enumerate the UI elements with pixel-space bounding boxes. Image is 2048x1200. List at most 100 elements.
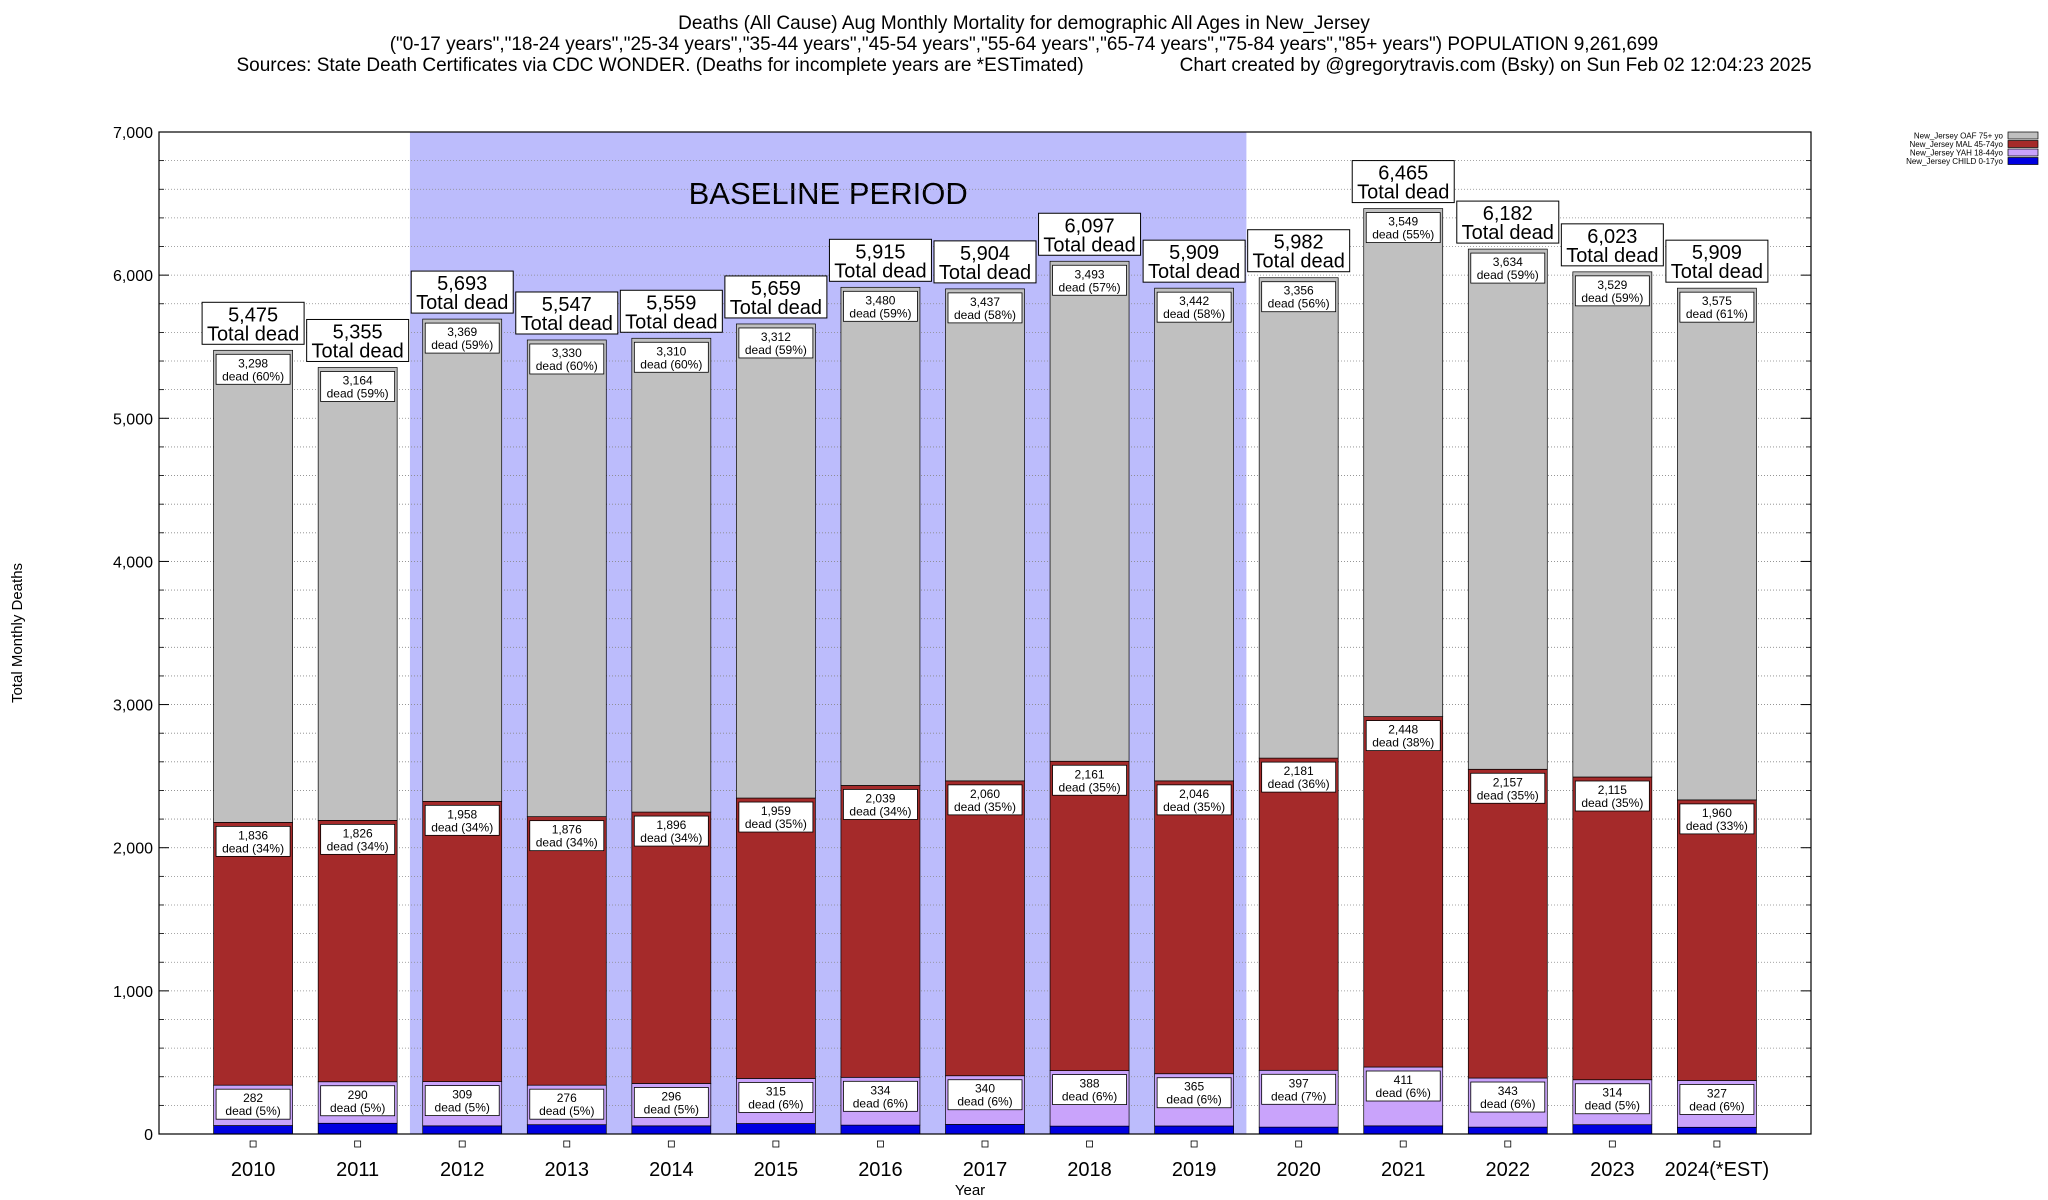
baseline-period-label: BASELINE PERIOD <box>689 176 968 211</box>
segment-label-box <box>1052 1074 1127 1105</box>
segment-pct-label: dead (6%) <box>1062 1090 1117 1104</box>
x-tick-label: 2010 <box>231 1159 276 1181</box>
total-label-box <box>1351 160 1455 204</box>
total-suffix-label: Total dead <box>1462 222 1554 244</box>
total-value-label: 5,904 <box>960 243 1010 265</box>
segment-value-label: 3,164 <box>343 373 373 387</box>
bar-segment <box>1154 1125 1234 1135</box>
bar-segment <box>1258 757 1339 1071</box>
segment-pct-label: dead (58%) <box>1163 307 1225 321</box>
segment-pct-label: dead (35%) <box>1059 780 1121 794</box>
segment-pct-label: dead (59%) <box>327 386 389 400</box>
segment-pct-label: dead (6%) <box>853 1096 908 1110</box>
segment-pct-label: dead (34%) <box>640 831 702 845</box>
x-tick-label: 2023 <box>1590 1159 1635 1181</box>
segment-value-label: 1,896 <box>656 818 686 832</box>
y-tick-label: 6,000 <box>113 268 153 285</box>
segment-value-label: 340 <box>975 1082 995 1096</box>
segment-pct-label: dead (56%) <box>1268 297 1330 311</box>
segment-value-label: 334 <box>870 1083 890 1097</box>
x-tick-marker <box>458 1140 466 1148</box>
bar-segment <box>1049 260 1130 762</box>
segment-label-box <box>215 825 291 857</box>
x-tick-marker <box>1190 1140 1198 1148</box>
x-tick-marker <box>877 1140 884 1148</box>
total-suffix-label: Total dead <box>1253 251 1345 273</box>
segment-pct-label: dead (35%) <box>1581 796 1643 810</box>
segment-label-box <box>738 1082 814 1113</box>
bar-segment <box>840 286 921 786</box>
segment-label-box <box>1052 764 1127 796</box>
segment-value-label: 282 <box>243 1091 263 1105</box>
segment-value-label: 3,480 <box>865 293 895 307</box>
segment-value-label: 2,115 <box>1598 783 1627 797</box>
x-tick-label: 2024(*EST) <box>1665 1159 1770 1181</box>
segment-pct-label: dead (34%) <box>327 839 389 853</box>
segment-value-label: 3,549 <box>1388 215 1418 229</box>
segment-label-box <box>424 1085 500 1117</box>
x-tick-marker <box>563 1140 571 1148</box>
segment-label-box <box>738 801 814 833</box>
total-value-label: 5,559 <box>646 292 696 314</box>
segment-pct-label: dead (6%) <box>1480 1097 1535 1111</box>
segment-pct-label: dead (59%) <box>1581 291 1643 305</box>
segment-label-box <box>1679 291 1755 323</box>
total-value-label: 5,659 <box>751 278 801 300</box>
bar-segment <box>526 339 607 818</box>
legend-entry-label: New_Jersey OAF 75+ yo <box>1914 132 2004 141</box>
credit-text: Chart created by @gregorytravis.com (Bsk… <box>1179 55 1812 76</box>
y-tick-label: 3,000 <box>113 698 153 715</box>
x-tick-marker <box>1608 1140 1616 1148</box>
segment-pct-label: dead (33%) <box>1686 819 1748 833</box>
segment-label-box <box>215 353 291 385</box>
segment-label-box <box>633 815 709 847</box>
x-tick-marker <box>1504 1140 1512 1148</box>
segment-pct-label: dead (59%) <box>849 306 911 320</box>
total-suffix-label: Total dead <box>416 292 508 314</box>
total-label-box <box>306 318 410 362</box>
segment-value-label: 327 <box>1707 1086 1727 1100</box>
y-axis-label: Total Monthly Deaths <box>9 563 26 703</box>
segment-value-label: 2,161 <box>1075 767 1105 781</box>
y-tick-label: 2,000 <box>113 841 153 858</box>
segment-pct-label: dead (59%) <box>431 338 493 352</box>
y-tick-label: 0 <box>144 1127 153 1144</box>
total-value-label: 6,097 <box>1065 215 1115 237</box>
total-value-label: 5,909 <box>1692 242 1742 264</box>
bar-segment <box>631 811 712 1084</box>
segment-value-label: 1,959 <box>761 804 791 818</box>
y-tick-label: 7,000 <box>113 125 153 142</box>
x-tick-label: 2011 <box>336 1159 379 1181</box>
total-suffix-label: Total dead <box>834 260 926 282</box>
bar-segment <box>736 797 816 1079</box>
bar-segment <box>1258 1126 1339 1135</box>
bar-segment <box>1363 208 1444 717</box>
segment-pct-label: dead (35%) <box>745 817 807 831</box>
segment-pct-label: dead (60%) <box>222 369 284 383</box>
bar-segment <box>1154 287 1234 782</box>
x-tick-label: 2015 <box>754 1159 799 1181</box>
segment-label-box <box>947 292 1023 324</box>
bar-segment <box>317 367 398 821</box>
x-tick-marker <box>981 1140 989 1148</box>
segment-label-box <box>1679 803 1755 835</box>
total-label-box <box>619 289 723 333</box>
segment-value-label: 343 <box>1498 1084 1518 1098</box>
segment-pct-label: dead (34%) <box>222 841 284 855</box>
y-tick-label: 4,000 <box>113 554 153 571</box>
segment-value-label: 3,310 <box>656 344 686 358</box>
bar-segment <box>736 323 816 799</box>
segment-pct-label: dead (6%) <box>1689 1099 1744 1113</box>
segment-label-box <box>843 1080 918 1112</box>
bar-segment <box>422 318 503 802</box>
legend-entry-label: New_Jersey MAL 45-74yo <box>1909 140 2003 149</box>
bar-segment <box>526 1124 607 1135</box>
segment-label-box <box>215 1088 291 1120</box>
segment-pct-label: dead (35%) <box>954 800 1016 814</box>
segment-label-box <box>320 1085 396 1117</box>
segment-label-box <box>1261 281 1337 313</box>
